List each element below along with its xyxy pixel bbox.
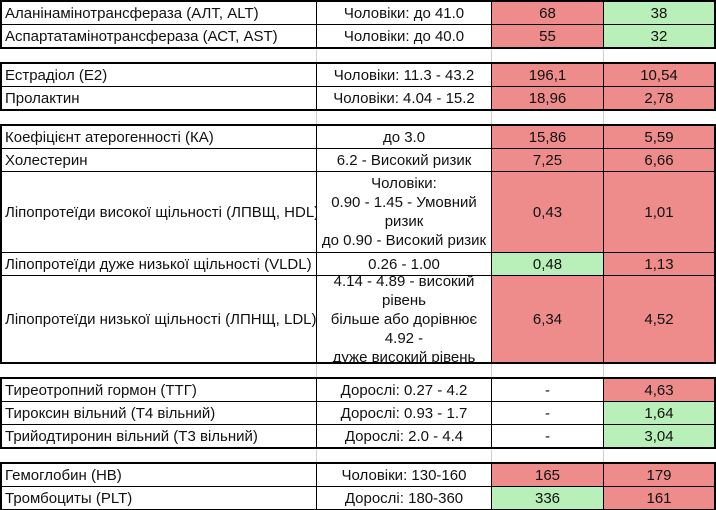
section-lipids: Коефіцієнт атерогенності (КА) до 3.0 15,…	[0, 124, 716, 364]
result-1-cell[interactable]: -	[492, 402, 604, 424]
section-thyroid: Тиреотропний гормон (ТТГ) Дорослі: 0.27 …	[0, 377, 716, 449]
reference-range-cell[interactable]: Чоловіки: 0.90 - 1.45 - Умовний ризик до…	[317, 172, 492, 252]
reference-range-cell[interactable]: Чоловіки: 4.04 - 15.2	[317, 87, 492, 109]
table-row: Ліпопротеїди високої щільності (ЛПВЩ, HD…	[2, 171, 714, 252]
table-row: Аспартатамінотрансфераза (АСТ, AST) Чоло…	[2, 24, 714, 47]
test-name-cell[interactable]: Ліпопротеїди високої щільності (ЛПВЩ, HD…	[2, 172, 317, 252]
reference-range-cell[interactable]: Чоловіки: до 41.0	[317, 2, 492, 24]
table-row: Трийодтиронин вільний (Т3 вільний) Дорос…	[2, 424, 714, 447]
test-name-cell[interactable]: Естрадіол (Е2)	[2, 64, 317, 86]
test-name-cell[interactable]: Ліпопротеїди низької щільності (ЛПНЩ, LD…	[2, 276, 317, 362]
reference-range-cell[interactable]: Чоловіки: до 40.0	[317, 25, 492, 47]
result-1-cell[interactable]: 196,1	[492, 64, 604, 86]
result-1-cell[interactable]: 336	[492, 487, 604, 509]
result-1-cell[interactable]: 18,96	[492, 87, 604, 109]
test-name-cell[interactable]: Тироксин вільний (Т4 вільний)	[2, 402, 317, 424]
result-2-cell[interactable]: 1,01	[604, 172, 714, 252]
result-1-cell[interactable]: 0,48	[492, 253, 604, 275]
section-divider	[0, 364, 716, 377]
result-2-cell[interactable]: 3,04	[604, 425, 714, 447]
result-2-cell[interactable]: 1,64	[604, 402, 714, 424]
result-2-cell[interactable]: 4,63	[604, 379, 714, 401]
result-1-cell[interactable]: 55	[492, 25, 604, 47]
result-2-cell[interactable]: 179	[604, 464, 714, 486]
result-2-cell[interactable]: 161	[604, 487, 714, 509]
table-row: Аланінамінотрансфераза (АЛТ, ALT) Чолові…	[2, 2, 714, 24]
result-1-cell[interactable]: -	[492, 379, 604, 401]
test-name-cell[interactable]: Ліпопротеїди дуже низької щільності (VLD…	[2, 253, 317, 275]
test-name-cell[interactable]: Гемоглобин (НВ)	[2, 464, 317, 486]
reference-range-cell[interactable]: до 3.0	[317, 126, 492, 148]
test-name-cell[interactable]: Трийодтиронин вільний (Т3 вільний)	[2, 425, 317, 447]
section-sex-hormones: Естрадіол (Е2) Чоловіки: 11.3 - 43.2 196…	[0, 62, 716, 111]
test-name-cell[interactable]: Аланінамінотрансфераза (АЛТ, ALT)	[2, 2, 317, 24]
test-name-cell[interactable]: Холестерин	[2, 149, 317, 171]
reference-range-cell[interactable]: Чоловіки: 11.3 - 43.2	[317, 64, 492, 86]
section-divider	[0, 449, 716, 462]
section-liver-enzymes: Аланінамінотрансфераза (АЛТ, ALT) Чолові…	[0, 0, 716, 49]
reference-range-cell[interactable]: 6.2 - Високий ризик	[317, 149, 492, 171]
test-name-cell[interactable]: Тромбоциты (PLT)	[2, 487, 317, 509]
table-row: Тиреотропний гормон (ТТГ) Дорослі: 0.27 …	[2, 379, 714, 401]
table-row: Естрадіол (Е2) Чоловіки: 11.3 - 43.2 196…	[2, 64, 714, 86]
section-divider	[0, 49, 716, 62]
result-1-cell[interactable]: 7,25	[492, 149, 604, 171]
test-name-cell[interactable]: Тиреотропний гормон (ТТГ)	[2, 379, 317, 401]
reference-range-cell[interactable]: Дорослі: 180-360	[317, 487, 492, 509]
table-row: Гемоглобин (НВ) Чоловіки: 130-160 165 17…	[2, 464, 714, 486]
table-row: Пролактин Чоловіки: 4.04 - 15.2 18,96 2,…	[2, 86, 714, 109]
result-2-cell[interactable]: 2,78	[604, 87, 714, 109]
section-blood-count: Гемоглобин (НВ) Чоловіки: 130-160 165 17…	[0, 462, 716, 510]
result-2-cell[interactable]: 4,52	[604, 276, 714, 362]
reference-range-cell[interactable]: Дорослі: 0.27 - 4.2	[317, 379, 492, 401]
test-name-cell[interactable]: Аспартатамінотрансфераза (АСТ, AST)	[2, 25, 317, 47]
result-1-cell[interactable]: 15,86	[492, 126, 604, 148]
result-2-cell[interactable]: 1,13	[604, 253, 714, 275]
result-2-cell[interactable]: 6,66	[604, 149, 714, 171]
reference-range-cell[interactable]: Чоловіки: 130-160	[317, 464, 492, 486]
test-name-cell[interactable]: Коефіцієнт атерогенності (КА)	[2, 126, 317, 148]
table-row: Коефіцієнт атерогенності (КА) до 3.0 15,…	[2, 126, 714, 148]
result-1-cell[interactable]: 165	[492, 464, 604, 486]
table-row: Ліпопротеїди низької щільності (ЛПНЩ, LD…	[2, 275, 714, 362]
result-2-cell[interactable]: 38	[604, 2, 714, 24]
reference-range-cell[interactable]: 0.26 - 1.00	[317, 253, 492, 275]
section-divider	[0, 111, 716, 124]
reference-range-cell[interactable]: Дорослі: 0.93 - 1.7	[317, 402, 492, 424]
result-1-cell[interactable]: 0,43	[492, 172, 604, 252]
table-row: Тромбоциты (PLT) Дорослі: 180-360 336 16…	[2, 486, 714, 509]
reference-range-cell[interactable]: 4.14 - 4.89 - високий рівень більше або …	[317, 276, 492, 362]
table-row: Ліпопротеїди дуже низької щільності (VLD…	[2, 252, 714, 275]
result-2-cell[interactable]: 32	[604, 25, 714, 47]
test-name-cell[interactable]: Пролактин	[2, 87, 317, 109]
result-2-cell[interactable]: 10,54	[604, 64, 714, 86]
result-2-cell[interactable]: 5,59	[604, 126, 714, 148]
result-1-cell[interactable]: -	[492, 425, 604, 447]
table-row: Холестерин 6.2 - Високий ризик 7,25 6,66	[2, 148, 714, 171]
table-row: Тироксин вільний (Т4 вільний) Дорослі: 0…	[2, 401, 714, 424]
result-1-cell[interactable]: 6,34	[492, 276, 604, 362]
reference-range-cell[interactable]: Дорослі: 2.0 - 4.4	[317, 425, 492, 447]
result-1-cell[interactable]: 68	[492, 2, 604, 24]
